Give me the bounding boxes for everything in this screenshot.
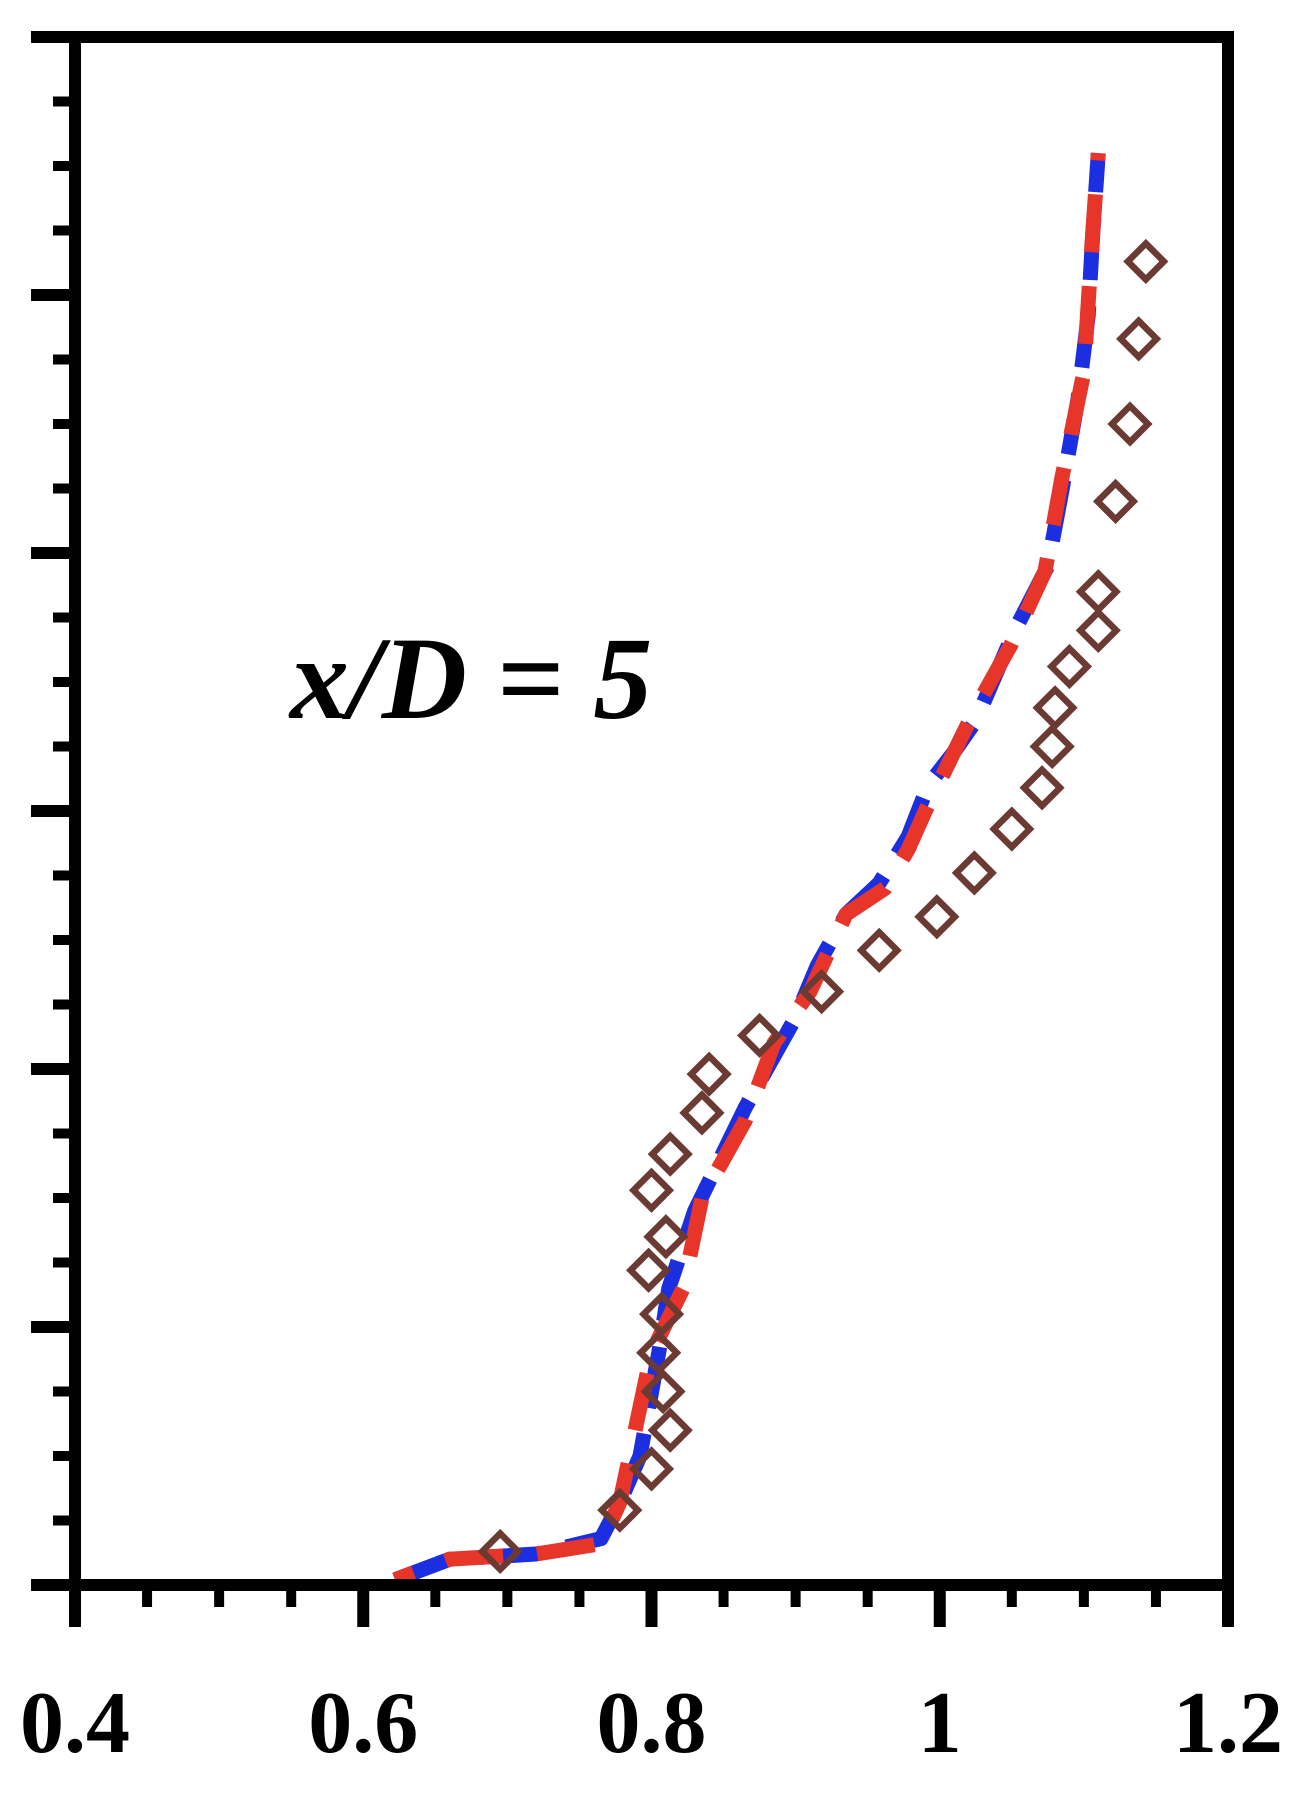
data-point-25 bbox=[1075, 569, 1121, 615]
data-point-3 bbox=[628, 1446, 675, 1492]
data-point-11 bbox=[647, 1131, 693, 1177]
data-point-19 bbox=[989, 806, 1035, 852]
data-point-20 bbox=[1019, 765, 1065, 811]
x-tick-label-3: 0.8 bbox=[597, 1675, 707, 1772]
x-tick-label-5: 1.2 bbox=[1173, 1675, 1283, 1772]
data-point-7 bbox=[638, 1291, 685, 1337]
data-point-9 bbox=[643, 1214, 689, 1260]
data-point-18 bbox=[951, 850, 997, 896]
data-point-23 bbox=[1046, 643, 1093, 690]
data-point-15 bbox=[798, 969, 845, 1015]
data-point-22 bbox=[1032, 685, 1078, 731]
data-point-29 bbox=[1123, 238, 1169, 285]
series-line-1 bbox=[392, 152, 1106, 1587]
data-point-17 bbox=[914, 894, 960, 940]
data-point-12 bbox=[679, 1090, 725, 1136]
data-point-24 bbox=[1075, 607, 1121, 653]
data-point-21 bbox=[1029, 723, 1075, 770]
data-point-10 bbox=[628, 1167, 675, 1213]
data-point-8 bbox=[626, 1247, 672, 1293]
x-tick-labels: 0.4 0.6 0.8 1 1.2 bbox=[20, 1675, 1283, 1772]
data-point-14 bbox=[736, 1012, 783, 1059]
data-point-27 bbox=[1107, 401, 1153, 447]
data-point-1 bbox=[477, 1528, 523, 1575]
data-point-13 bbox=[686, 1051, 732, 1097]
plot-series bbox=[392, 152, 1169, 1587]
series-line-2 bbox=[392, 152, 1106, 1587]
data-point-5 bbox=[640, 1368, 686, 1415]
axis-ticks bbox=[31, 31, 1234, 1627]
data-point-16 bbox=[856, 927, 902, 973]
annotation-label: x/D = 5 bbox=[288, 613, 652, 744]
data-point-26 bbox=[1092, 478, 1139, 524]
data-point-2 bbox=[597, 1487, 643, 1533]
data-point-28 bbox=[1116, 316, 1162, 362]
data-point-6 bbox=[636, 1330, 682, 1376]
x-tick-label-1: 0.4 bbox=[20, 1675, 130, 1772]
x-tick-label-2: 0.6 bbox=[308, 1675, 418, 1772]
x-tick-label-4: 1 bbox=[918, 1675, 962, 1772]
data-point-4 bbox=[647, 1407, 693, 1453]
